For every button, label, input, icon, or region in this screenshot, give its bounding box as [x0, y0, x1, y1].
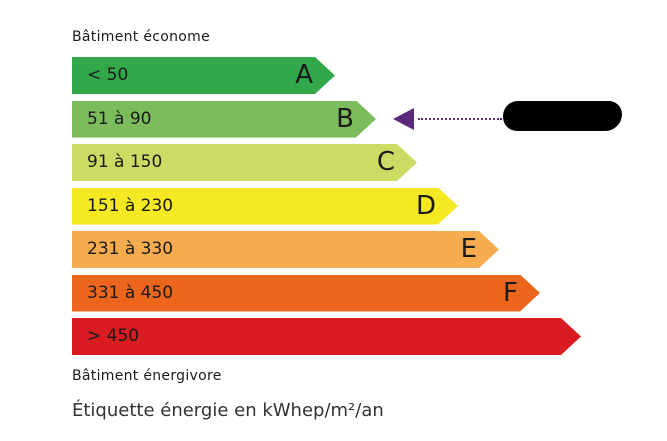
redacted-value: [503, 101, 622, 131]
class-range: 91 à 150: [87, 152, 163, 172]
energy-class-bar-c: 91 à 150 C: [72, 144, 417, 181]
class-range: 231 à 330: [87, 239, 174, 259]
efficient-building-label: Bâtiment économe: [72, 29, 210, 45]
unit-label: Étiquette énergie en kWhep/m²/an: [72, 400, 384, 421]
class-range: > 450: [87, 326, 140, 346]
energy-class-bar-e: 231 à 330 E: [72, 231, 499, 268]
class-range: 51 à 90: [87, 108, 152, 129]
class-letter: D: [415, 190, 436, 221]
class-range: 331 à 450: [87, 282, 174, 303]
energy-class-bar-d: 151 à 230 D: [72, 188, 458, 225]
class-letter: E: [460, 234, 477, 264]
energy-class-bar-g: > 450: [72, 318, 581, 355]
energy-class-bar-f: 331 à 450 F: [72, 275, 540, 312]
indicator-dotted-line: [418, 118, 502, 120]
energy-class-bar-b: 51 à 90 B: [72, 101, 376, 138]
class-letter: F: [503, 277, 518, 308]
class-range: 151 à 230: [87, 195, 174, 216]
class-letter: B: [336, 103, 354, 134]
class-letter: A: [295, 60, 313, 90]
class-range: < 50: [87, 65, 129, 85]
class-letter: C: [376, 147, 395, 177]
energy-class-bar-a: < 50 A: [72, 57, 335, 94]
energy-hungry-building-label: Bâtiment énergivore: [72, 368, 222, 384]
current-class-arrow-icon: [393, 108, 414, 130]
